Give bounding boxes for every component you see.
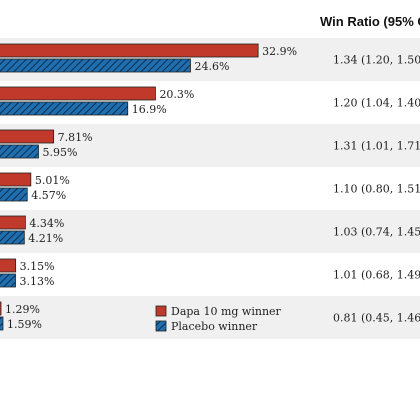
data-label-dapa: 32.9% <box>262 45 297 58</box>
win-ratio-value: 0.81 (0.45, 1.46 <box>333 312 420 325</box>
bar-dapa <box>0 172 32 187</box>
win-ratio-value: 1.01 (0.68, 1.49 <box>333 269 420 282</box>
row-background <box>0 210 420 253</box>
bar-placebo <box>0 101 129 116</box>
bar-dapa <box>0 86 156 101</box>
bar-placebo <box>0 316 4 331</box>
bar-dapa <box>0 215 26 230</box>
bar-placebo <box>0 144 39 159</box>
data-label-dapa: 20.3% <box>159 88 194 101</box>
win-ratio-value: 1.31 (1.01, 1.71 <box>333 140 420 153</box>
bar-dapa <box>0 43 259 58</box>
data-label-placebo: 16.9% <box>132 103 167 116</box>
row-background <box>0 253 420 296</box>
data-label-dapa: 4.34% <box>29 217 64 230</box>
win-ratio-value: 1.10 (0.80, 1.51 <box>333 183 420 196</box>
data-label-dapa: 3.15% <box>20 260 55 273</box>
data-label-placebo: 4.57% <box>31 189 66 202</box>
win-ratio-value: 1.20 (1.04, 1.40 <box>333 97 420 110</box>
legend-label: Dapa 10 mg winner <box>171 305 282 318</box>
bar-placebo <box>0 58 191 73</box>
row-background <box>0 124 420 167</box>
data-label-dapa: 1.29% <box>5 303 40 316</box>
data-label-placebo: 5.95% <box>42 146 77 159</box>
data-label-dapa: 7.81% <box>58 131 93 144</box>
win-ratio-header: Win Ratio (95% CI) <box>320 14 420 29</box>
data-label-placebo: 24.6% <box>194 60 229 73</box>
bar-dapa <box>0 258 17 273</box>
data-label-dapa: 5.01% <box>35 174 70 187</box>
bar-placebo <box>0 230 25 245</box>
data-label-placebo: 4.21% <box>28 232 63 245</box>
legend-swatch <box>155 305 167 317</box>
row-background <box>0 167 420 210</box>
data-label-placebo: 1.59% <box>7 318 42 331</box>
win-ratio-value: 1.03 (0.74, 1.45 <box>333 226 420 239</box>
legend-swatch <box>155 320 167 332</box>
bar-placebo <box>0 187 28 202</box>
bar-dapa <box>0 301 2 316</box>
bar-dapa <box>0 129 55 144</box>
row-background <box>0 296 420 339</box>
data-label-placebo: 3.13% <box>20 275 55 288</box>
legend-label: Placebo winner <box>171 320 258 333</box>
bar-placebo <box>0 273 16 288</box>
win-ratio-value: 1.34 (1.20, 1.50 <box>333 54 420 67</box>
